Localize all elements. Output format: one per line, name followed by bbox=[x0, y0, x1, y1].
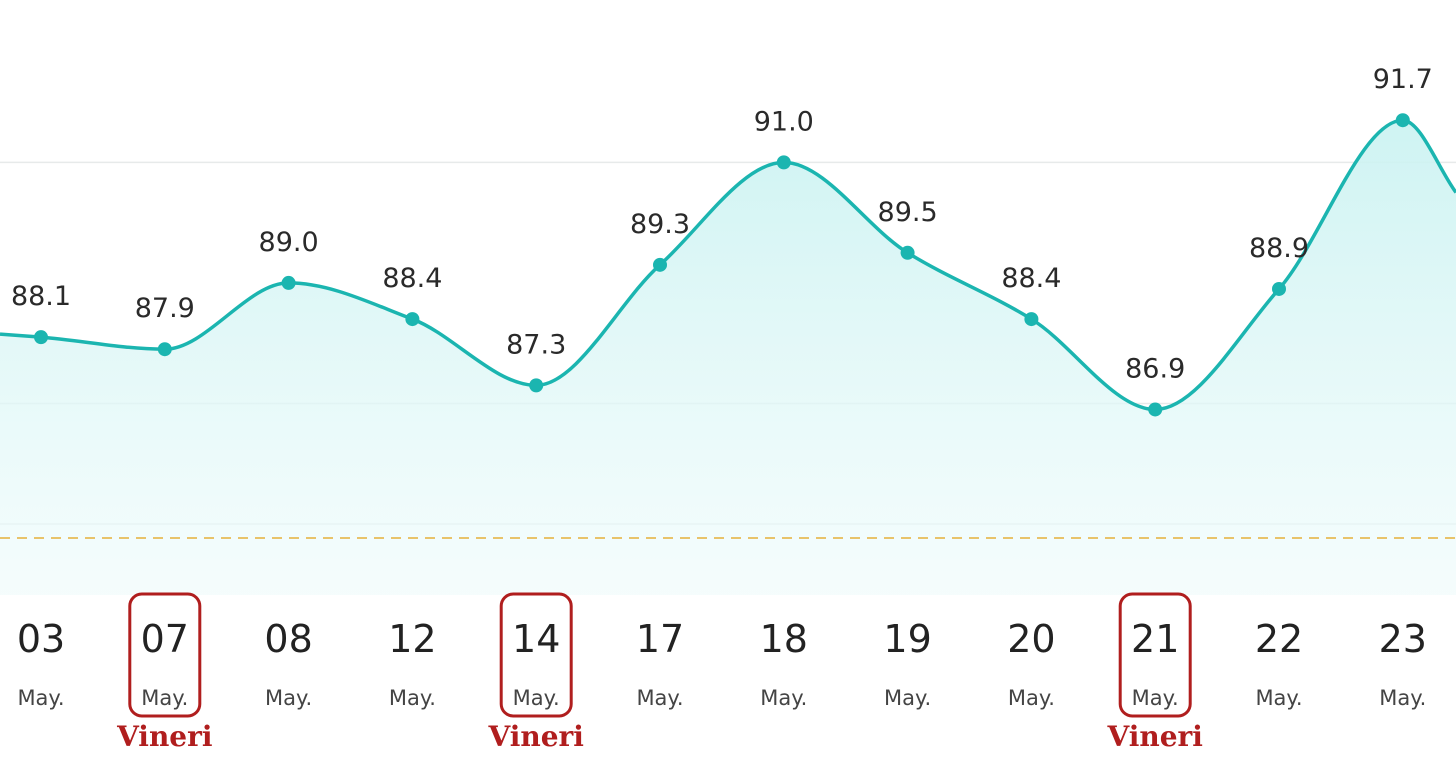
data-label: 88.1 bbox=[11, 281, 71, 312]
data-label: 91.0 bbox=[754, 106, 814, 137]
x-tick-month: May. bbox=[389, 686, 436, 710]
x-tick-day: 07 bbox=[141, 617, 189, 661]
x-tick-day: 14 bbox=[512, 617, 560, 661]
data-label: 88.9 bbox=[1249, 233, 1309, 264]
x-tick-day: 19 bbox=[883, 617, 931, 661]
x-tick-month: May. bbox=[1255, 686, 1302, 710]
data-label: 89.5 bbox=[878, 197, 938, 228]
data-label: 87.9 bbox=[135, 293, 195, 324]
data-label: 86.9 bbox=[1125, 353, 1185, 384]
x-tick-month: May. bbox=[1008, 686, 1055, 710]
x-tick-month: May. bbox=[636, 686, 683, 710]
x-axis-labels: 03 May. 07 May. Vineri 08 May. 12 May. 14 May. Vine… bbox=[17, 592, 1427, 753]
x-tick-day: 23 bbox=[1379, 617, 1427, 661]
data-label: 89.0 bbox=[259, 227, 319, 258]
data-point bbox=[1272, 281, 1286, 296]
data-label: 87.3 bbox=[506, 329, 566, 360]
x-tick-month: May. bbox=[265, 686, 312, 710]
data-point bbox=[1024, 312, 1039, 327]
series-line bbox=[0, 118, 1456, 412]
data-point bbox=[900, 245, 915, 260]
data-label: 89.3 bbox=[630, 209, 690, 240]
x-tick-day: 18 bbox=[760, 617, 808, 661]
x-tick-day: 12 bbox=[388, 617, 436, 661]
x-tick-day: 17 bbox=[636, 617, 684, 661]
data-label: 88.4 bbox=[382, 263, 442, 294]
data-point bbox=[157, 342, 172, 357]
data-label: 88.4 bbox=[1001, 263, 1061, 294]
highlight-box bbox=[1118, 592, 1192, 718]
data-point bbox=[281, 275, 296, 290]
data-point bbox=[653, 257, 667, 272]
data-points bbox=[34, 113, 1410, 417]
x-tick-day: 21 bbox=[1131, 617, 1179, 661]
data-point bbox=[1148, 402, 1163, 417]
x-tick-day: 03 bbox=[17, 617, 65, 661]
data-label: 91.7 bbox=[1373, 64, 1433, 95]
data-point bbox=[405, 312, 420, 327]
x-tick-day: 22 bbox=[1255, 617, 1303, 661]
area-fill bbox=[0, 120, 1456, 596]
day-note-label: Vineri bbox=[1106, 720, 1202, 753]
x-tick-month: May. bbox=[884, 686, 931, 710]
highlight-box bbox=[128, 592, 202, 718]
data-point bbox=[1395, 113, 1410, 128]
data-point bbox=[776, 155, 791, 170]
data-point bbox=[529, 378, 544, 393]
x-tick-month: May. bbox=[141, 686, 188, 710]
highlight-box bbox=[499, 592, 573, 718]
x-tick-month: May. bbox=[1379, 686, 1426, 710]
day-note-label: Vineri bbox=[487, 720, 583, 753]
x-tick-month: May. bbox=[513, 686, 560, 710]
value-labels: 88.1 87.9 89.0 88.4 87.3 89.3 91.0 89.5 88.4 86.9… bbox=[11, 64, 1433, 384]
data-point bbox=[34, 330, 48, 345]
x-tick-day: 08 bbox=[264, 617, 312, 661]
x-tick-month: May. bbox=[760, 686, 807, 710]
x-tick-month: May. bbox=[17, 686, 64, 710]
x-tick-day: 20 bbox=[1007, 617, 1055, 661]
day-note-label: Vineri bbox=[116, 720, 212, 753]
x-tick-month: May. bbox=[1132, 686, 1179, 710]
